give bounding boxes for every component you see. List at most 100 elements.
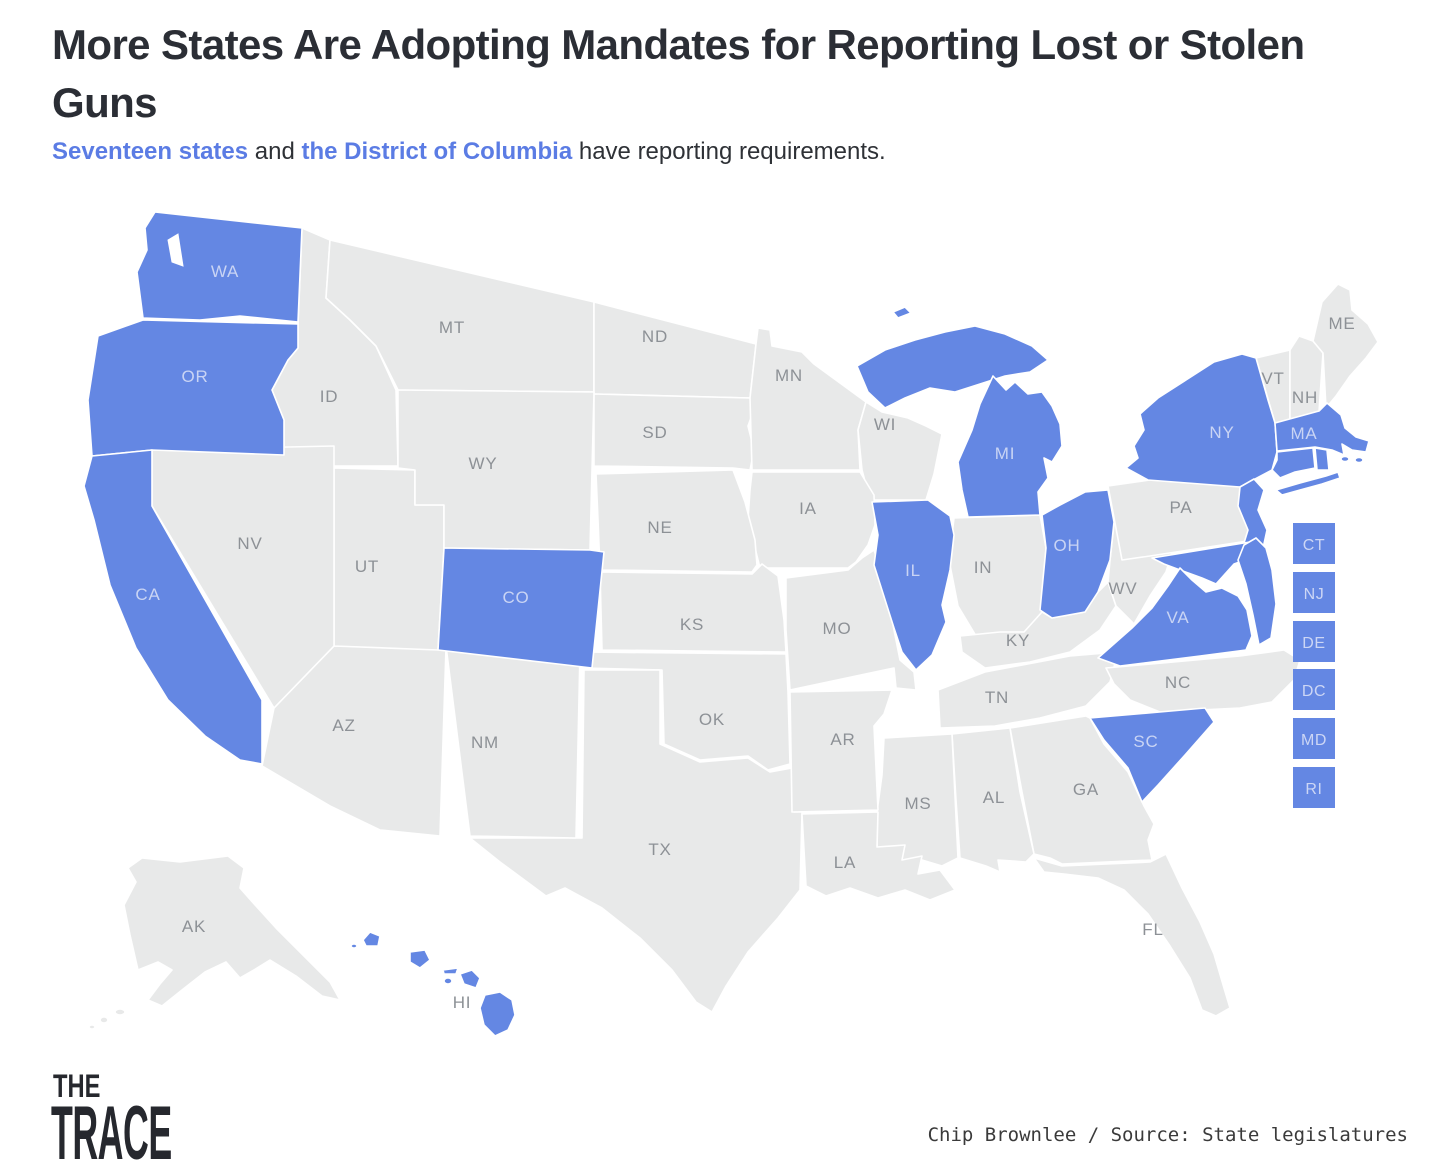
- state-label-pa: PA: [1169, 498, 1192, 517]
- puget-sound-inlet: [167, 233, 184, 267]
- legend-square-dc[interactable]: [1293, 669, 1335, 710]
- state-ny[interactable]: [1125, 353, 1278, 488]
- legend-box-nj[interactable]: NJ: [1293, 572, 1335, 613]
- legend-square-de[interactable]: [1293, 621, 1335, 662]
- state-label-me: ME: [1328, 314, 1355, 333]
- state-or[interactable]: [87, 319, 299, 457]
- state-hi-molokai[interactable]: [442, 967, 459, 975]
- state-az[interactable]: [261, 645, 447, 837]
- state-label-co: CO: [502, 588, 529, 607]
- state-label-az: AZ: [332, 716, 355, 735]
- state-ma[interactable]: [1274, 402, 1370, 456]
- state-hi-maui[interactable]: [459, 969, 481, 989]
- state-label-in: IN: [974, 558, 993, 577]
- legend-square-md[interactable]: [1293, 718, 1335, 759]
- delmarva-peninsula-de-md[interactable]: [1237, 537, 1277, 646]
- state-hi-kauai[interactable]: [362, 931, 381, 947]
- state-hi-big-island[interactable]: [479, 991, 516, 1037]
- state-label-ak: AK: [182, 917, 206, 936]
- state-label-va: VA: [1166, 608, 1189, 627]
- trace-logo-the: THE: [53, 1068, 101, 1104]
- small-state-legend: CT NJ DE DC MD RI: [1293, 523, 1335, 808]
- state-label-sc: SC: [1133, 732, 1158, 751]
- state-ca[interactable]: [83, 449, 263, 765]
- state-label-ga: GA: [1073, 780, 1099, 799]
- legend-label-nj: NJ: [1304, 586, 1325, 603]
- state-mn[interactable]: [749, 327, 867, 471]
- legend-box-dc[interactable]: DC: [1293, 669, 1335, 710]
- state-label-or: OR: [181, 367, 208, 386]
- state-label-ky: KY: [1006, 631, 1030, 650]
- state-mi[interactable]: [957, 375, 1063, 518]
- state-la[interactable]: [801, 811, 956, 901]
- state-label-ny: NY: [1209, 423, 1234, 442]
- state-label-fl: FL: [1142, 920, 1163, 939]
- state-ne[interactable]: [595, 469, 758, 573]
- state-label-sd: SD: [642, 423, 667, 442]
- state-label-nh: NH: [1292, 388, 1318, 407]
- states-gray: [88, 227, 1379, 1030]
- state-fl[interactable]: [1033, 853, 1231, 1017]
- state-label-ia: IA: [799, 499, 817, 518]
- state-label-ut: UT: [355, 557, 379, 576]
- ma-island: [1340, 455, 1350, 463]
- state-sd[interactable]: [593, 393, 757, 471]
- state-hi-oahu[interactable]: [409, 949, 431, 969]
- state-label-nd: ND: [642, 327, 668, 346]
- link-seventeen-states[interactable]: Seventeen states: [52, 138, 249, 165]
- subtitle-rest: have reporting requirements.: [572, 138, 886, 165]
- state-tx[interactable]: [469, 669, 803, 1013]
- state-nd[interactable]: [593, 301, 757, 399]
- state-ri[interactable]: [1314, 447, 1330, 471]
- legend-square-ri[interactable]: [1293, 767, 1335, 808]
- long-island[interactable]: [1275, 471, 1341, 496]
- state-ks[interactable]: [599, 563, 787, 653]
- state-label-hi: HI: [453, 993, 472, 1012]
- legend-square-ct[interactable]: [1293, 523, 1335, 564]
- state-label-ca: CA: [135, 585, 160, 604]
- state-co[interactable]: [437, 547, 605, 669]
- state-label-wi: WI: [874, 415, 896, 434]
- state-nh[interactable]: [1289, 335, 1324, 424]
- state-va[interactable]: [1097, 567, 1253, 667]
- state-ct[interactable]: [1271, 447, 1316, 479]
- state-label-tx: TX: [648, 840, 671, 859]
- ak-aleutian-island: [88, 1024, 96, 1030]
- state-nm[interactable]: [445, 645, 581, 839]
- state-ak[interactable]: [123, 855, 341, 1007]
- link-district-of-columbia[interactable]: the District of Columbia: [301, 138, 573, 165]
- state-ia[interactable]: [747, 471, 876, 569]
- legend-box-ri[interactable]: RI: [1293, 767, 1335, 808]
- state-labels: WA OR CA CO IL MI OH NY MA VA SC HI MT N…: [135, 262, 1355, 1012]
- state-oh[interactable]: [1039, 489, 1115, 619]
- legend-label-de: DE: [1302, 635, 1325, 652]
- state-in[interactable]: [949, 514, 1047, 641]
- state-ar[interactable]: [789, 689, 893, 813]
- isle-royale: [892, 306, 912, 319]
- legend-square-nj[interactable]: [1293, 572, 1335, 613]
- state-nc[interactable]: [1105, 649, 1301, 713]
- state-wi[interactable]: [857, 401, 943, 501]
- legend-box-ct[interactable]: CT: [1293, 523, 1335, 564]
- state-label-nc: NC: [1165, 673, 1191, 692]
- state-label-la: LA: [834, 853, 856, 872]
- state-label-ar: AR: [830, 730, 855, 749]
- state-tn[interactable]: [937, 651, 1119, 729]
- state-label-al: AL: [983, 788, 1005, 807]
- legend-box-md[interactable]: MD: [1293, 718, 1335, 759]
- state-sc[interactable]: [1089, 707, 1215, 803]
- legend-box-de[interactable]: DE: [1293, 621, 1335, 662]
- state-mi-upper-peninsula[interactable]: [856, 325, 1049, 409]
- state-label-tn: TN: [985, 688, 1009, 707]
- legend-label-ri: RI: [1305, 781, 1322, 798]
- state-wy[interactable]: [397, 389, 595, 551]
- state-me[interactable]: [1312, 283, 1379, 409]
- state-al[interactable]: [951, 727, 1035, 873]
- state-label-nv: NV: [237, 534, 262, 553]
- state-label-vt: VT: [1261, 369, 1284, 388]
- state-il[interactable]: [871, 499, 955, 671]
- state-label-wa: WA: [211, 262, 239, 281]
- state-label-ms: MS: [904, 794, 931, 813]
- state-label-wy: WY: [469, 454, 498, 473]
